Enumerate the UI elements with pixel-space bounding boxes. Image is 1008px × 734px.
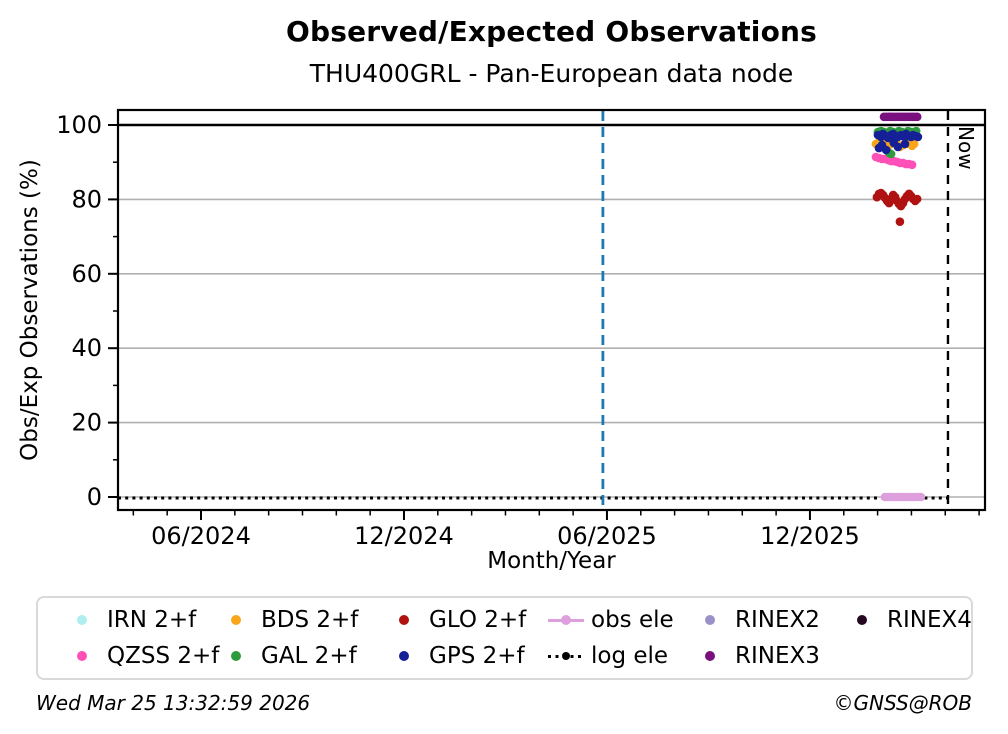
legend-label: obs ele (591, 607, 674, 633)
legend-label: RINEX3 (735, 643, 820, 669)
legend-label: log ele (591, 643, 669, 669)
legend-item-qzss-2+f: QZSS 2+f (64, 643, 220, 669)
bds-2+f-marker-icon (218, 608, 254, 632)
legend-label: GLO 2+f (429, 607, 527, 633)
now-annotation-label: Now (954, 126, 978, 170)
y-tick-label: 20 (71, 409, 102, 437)
legend-label: RINEX4 (887, 607, 972, 633)
gps-2+f-marker-icon (386, 644, 422, 668)
legend-label: QZSS 2+f (107, 643, 220, 669)
x-tick-label: 06/2024 (151, 522, 251, 550)
legend-item-glo-2+f: GLO 2+f (386, 607, 548, 633)
y-axis-label: Obs/Exp Observations (%) (17, 159, 43, 461)
gal-2+f-marker-icon (218, 644, 254, 668)
y-tick-label: 40 (71, 334, 102, 362)
legend-label: RINEX2 (735, 607, 820, 633)
y-tick-label: 0 (87, 483, 102, 511)
rinex4-marker-icon (844, 608, 880, 632)
data-point (909, 139, 919, 149)
x-tick-label: 06/2025 (557, 522, 657, 550)
legend-item-rinex4: RINEX4 (844, 607, 972, 633)
legend-item-rinex3: RINEX3 (692, 643, 844, 669)
plot-timestamp: Wed Mar 25 13:32:59 2026 (36, 691, 311, 715)
chart-legend: IRN 2+f QZSS 2+f BDS 2+f GAL 2+f GLO 2+f GPS … (36, 596, 973, 680)
data-point (893, 142, 903, 152)
page-title: Observed/Expected Observations (285, 15, 818, 48)
obs-ele-marker-icon (548, 608, 584, 632)
x-tick-label: 12/2025 (760, 522, 860, 550)
series-obs-ele (880, 492, 926, 502)
y-tick-label: 80 (71, 185, 102, 213)
plot-border (116, 108, 987, 512)
data-point (895, 217, 905, 226)
copyright-credit: ©GNSS@ROB (833, 691, 973, 715)
glo-2+f-marker-icon (386, 608, 422, 632)
legend-label: GAL 2+f (261, 643, 357, 669)
legend-item-log-ele: log ele (548, 643, 692, 669)
y-tick-label: 100 (56, 111, 102, 139)
rinex3-marker-icon (692, 644, 728, 668)
rinex2-marker-icon (692, 608, 728, 632)
log-ele-marker-icon (548, 644, 584, 668)
legend-label: IRN 2+f (107, 607, 197, 633)
data-point (912, 194, 922, 204)
legend-item-rinex2: RINEX2 (692, 607, 844, 633)
legend-label: BDS 2+f (261, 607, 359, 633)
qzss-2+f-marker-icon (64, 644, 100, 668)
data-point (916, 492, 926, 502)
y-tick-label: 60 (71, 260, 102, 288)
legend-item-obs-ele: obs ele (548, 607, 692, 633)
series-gps-2+f (873, 129, 923, 155)
legend-label: GPS 2+f (429, 643, 525, 669)
data-point (881, 145, 891, 155)
legend-item-gps-2+f: GPS 2+f (386, 643, 548, 669)
legend-item-bds-2+f: BDS 2+f (218, 607, 386, 633)
legend-item-irn-2+f: IRN 2+f (64, 607, 218, 633)
data-point (912, 112, 922, 122)
data-point (900, 139, 910, 149)
series-rinex3 (879, 112, 922, 122)
page-subtitle: THU400GRL - Pan-European data node (309, 59, 794, 88)
legend-item-gal-2+f: GAL 2+f (218, 643, 386, 669)
x-tick-label: 12/2024 (354, 522, 454, 550)
series-qzss-2+f (871, 152, 917, 170)
irn-2+f-marker-icon (64, 608, 100, 632)
data-point (913, 132, 923, 142)
chart-plot-area: 06/2024 12/2024 06/2025 12/2025 0 20 40 60 80 100 (56, 108, 987, 550)
series-glo-2+f (872, 188, 922, 226)
x-axis-label: Month/Year (487, 548, 616, 574)
data-point (907, 160, 917, 170)
